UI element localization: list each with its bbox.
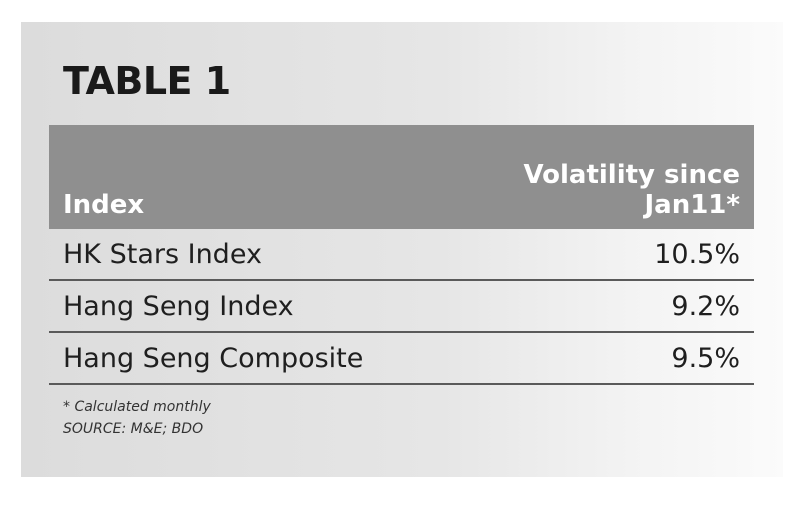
table-row: Hang Seng Composite 9.5% [49, 332, 754, 385]
cell-volatility: 9.2% [453, 280, 754, 333]
data-table: Index Volatility since Jan11* HK Stars I… [49, 125, 754, 385]
cell-volatility: 9.5% [453, 332, 754, 385]
footnote-source: SOURCE: M&E; BDO [63, 421, 204, 437]
table-row: Hang Seng Index 9.2% [49, 280, 754, 333]
table-header-row: Index Volatility since Jan11* [49, 125, 754, 229]
column-header-volatility: Volatility since Jan11* [453, 125, 754, 229]
cell-index-name: Hang Seng Index [49, 280, 454, 333]
column-header-volatility-line2: Jan11* [644, 190, 740, 221]
footnotes: * Calculated monthly SOURCE: M&E; BDO [63, 396, 211, 440]
table-row: HK Stars Index 10.5% [49, 229, 754, 281]
cell-index-name: Hang Seng Composite [49, 332, 454, 385]
table-title: TABLE 1 [63, 59, 231, 103]
cell-index-name: HK Stars Index [49, 229, 454, 281]
cell-volatility: 10.5% [453, 229, 754, 281]
column-header-index: Index [49, 125, 454, 229]
column-header-volatility-line1: Volatility since [523, 159, 740, 190]
footnote-calculated: * Calculated monthly [63, 399, 211, 415]
